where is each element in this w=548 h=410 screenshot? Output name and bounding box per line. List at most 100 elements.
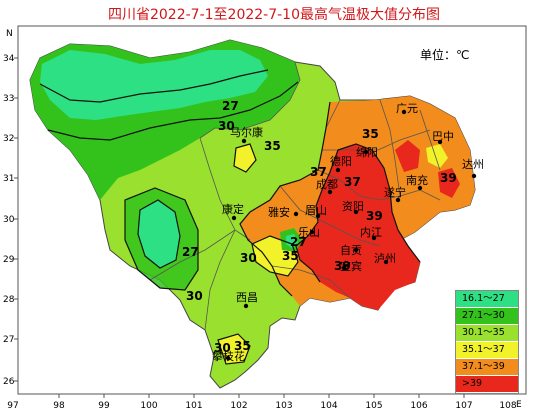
city-dot xyxy=(437,139,443,145)
contour-label: 39 xyxy=(440,171,457,185)
city-dot xyxy=(309,229,315,235)
contour-label: 39 xyxy=(366,209,383,223)
region-fill-gt39 xyxy=(296,144,420,310)
city-dot xyxy=(335,167,341,173)
city-label: 广元 xyxy=(396,102,418,115)
lat-tick-label: 34 xyxy=(3,54,15,64)
city-label: 攀枝花 xyxy=(212,349,245,363)
contour-label: 30 xyxy=(218,119,235,133)
lat-tick-label: 30 xyxy=(3,215,15,225)
contour-label: 27 xyxy=(222,99,239,113)
lat-tick-label: 32 xyxy=(3,134,14,144)
lon-tick-label: 104 xyxy=(320,401,337,410)
region-fill-35-37-c xyxy=(426,144,448,168)
lon-tick-label: 108 xyxy=(499,401,516,410)
city-label: 达州 xyxy=(462,158,484,171)
city-label: 宜宾 xyxy=(340,259,362,273)
contour-label: 35 xyxy=(282,249,299,263)
city-dot xyxy=(417,185,423,191)
east-label: E xyxy=(516,400,522,410)
lon-tick-label: 98 xyxy=(53,401,65,410)
legend: 16.1～27 27.1～30 30.1～35 35.1～37 37.1～39 … xyxy=(455,290,519,394)
lat-tick-label: 26 xyxy=(3,377,15,387)
city-dot xyxy=(363,149,369,155)
unit-label: 单位：℃ xyxy=(420,48,470,62)
lat-tick-label: 33 xyxy=(3,94,14,104)
legend-item-35-37: 35.1～37 xyxy=(456,342,518,359)
lon-tick-label: 97 xyxy=(7,401,18,410)
contour-label: 37 xyxy=(310,165,327,179)
city-label: 乐山 xyxy=(298,226,320,239)
contour-label: 30 xyxy=(240,251,257,265)
lon-tick-label: 105 xyxy=(365,401,382,410)
city-label: 西昌 xyxy=(236,291,258,304)
city-dot xyxy=(293,211,299,217)
lat-tick-label: 27 xyxy=(3,335,14,345)
contour-label: 37 xyxy=(344,175,361,189)
region-fill-35-37-d xyxy=(218,334,250,364)
city-dot xyxy=(243,303,249,309)
city-label: 成都 xyxy=(316,178,338,191)
lat-tick-label: 29 xyxy=(3,255,15,265)
region-fill-16-27 xyxy=(40,50,268,120)
city-label: 南充 xyxy=(406,173,428,187)
lat-tick-label: 28 xyxy=(3,295,15,305)
legend-item-27-30: 27.1～30 xyxy=(456,308,518,325)
lon-tick-label: 100 xyxy=(140,401,157,410)
city-label: 马尔康 xyxy=(230,125,263,139)
legend-item-gt39: >39 xyxy=(456,376,518,393)
city-dot xyxy=(383,259,389,265)
lon-tick-label: 103 xyxy=(275,401,292,410)
city-label: 德阳 xyxy=(330,154,352,168)
contour-label: 27 xyxy=(290,235,307,249)
city-dot xyxy=(225,355,231,361)
lon-tick-label: 99 xyxy=(98,401,110,410)
contour-label: 27 xyxy=(182,245,199,259)
lon-tick-label: 107 xyxy=(455,401,472,410)
north-label: N xyxy=(6,29,13,39)
city-label: 巴中 xyxy=(432,130,454,143)
contour-label: 35 xyxy=(264,139,281,153)
contour-lines xyxy=(39,69,421,365)
contour-label: 39 xyxy=(334,259,351,273)
city-label: 泸州 xyxy=(374,252,396,265)
legend-item-16-27: 16.1～27 xyxy=(456,291,518,308)
city-dot xyxy=(401,109,407,115)
lon-tick-label: 101 xyxy=(185,401,202,410)
city-dot xyxy=(231,215,237,221)
city-dot xyxy=(341,265,347,271)
city-dot xyxy=(395,197,401,203)
contour-label: 30 xyxy=(186,289,203,303)
city-label: 眉山 xyxy=(305,204,327,217)
city-dot xyxy=(353,247,359,253)
city-label: 遂宁 xyxy=(384,185,406,199)
city-dot xyxy=(371,235,377,241)
region-fill-16-27-d xyxy=(286,234,298,248)
map-title: 四川省2022-7-1至2022-7-10最高气温极大值分布图 xyxy=(107,7,440,23)
region-fill-35-37 xyxy=(234,144,256,172)
region-fill-gt39-b xyxy=(395,140,420,172)
city-label: 康定 xyxy=(222,202,244,216)
contour-label: 35 xyxy=(362,127,379,141)
legend-item-37-39: 37.1～39 xyxy=(456,359,518,376)
city-dot xyxy=(241,138,247,144)
city-label: 绵阳 xyxy=(356,145,378,159)
city-dot xyxy=(353,209,359,215)
city-label: 资阳 xyxy=(342,200,364,213)
city-label: 自贡 xyxy=(340,244,362,257)
city-label: 内江 xyxy=(360,225,382,239)
contour-label: 35 xyxy=(234,339,251,353)
city-label: 雅安 xyxy=(268,205,290,219)
lat-tick-label: 31 xyxy=(3,174,14,184)
region-fill-16-27-c xyxy=(138,200,180,268)
axis-ticks xyxy=(14,57,465,398)
region-fill-gt39-c xyxy=(438,168,460,198)
lon-tick-label: 102 xyxy=(230,401,247,410)
legend-item-30-35: 30.1～35 xyxy=(456,325,518,342)
city-dot xyxy=(327,189,333,195)
city-dot xyxy=(471,173,477,179)
contour-label: 30 xyxy=(214,341,231,355)
city-dot xyxy=(315,213,321,219)
lon-tick-label: 106 xyxy=(410,401,427,410)
